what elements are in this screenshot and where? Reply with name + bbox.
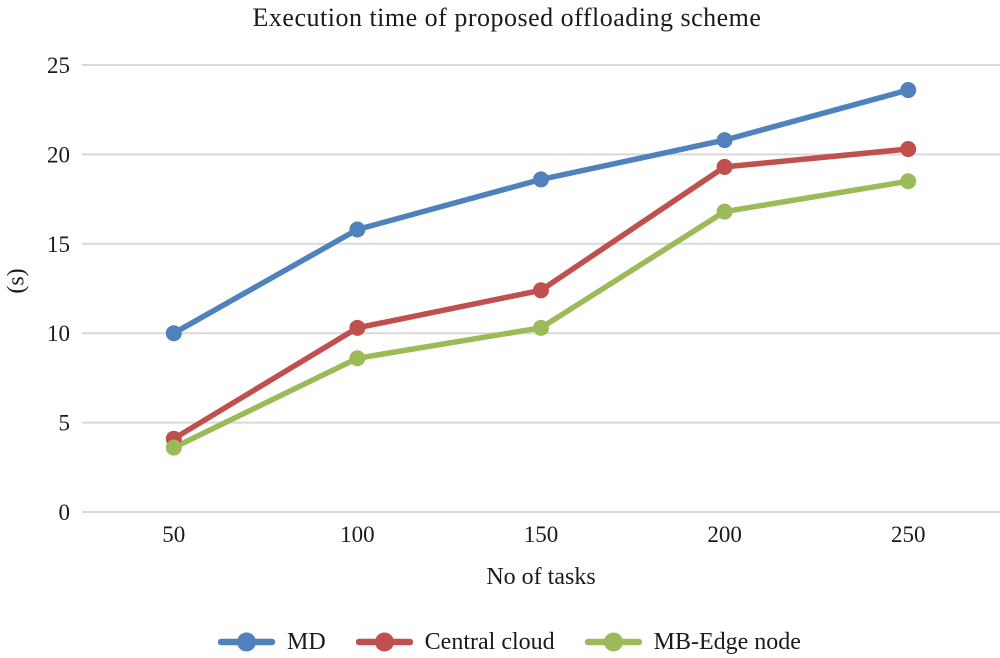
- y-tick-label: 5: [59, 411, 71, 436]
- x-tick-label: 50: [162, 522, 185, 547]
- data-point-md: [900, 82, 917, 99]
- x-axis-title: No of tasks: [486, 564, 596, 590]
- x-tick-label: 150: [524, 522, 559, 547]
- data-point-central-cloud: [900, 141, 917, 158]
- x-tick-label: 250: [891, 522, 926, 547]
- y-axis-title: (s): [3, 268, 30, 294]
- line-dot-marker-icon: [218, 632, 275, 652]
- legend-label: Central cloud: [424, 628, 555, 655]
- data-point-mb-edge-node: [900, 173, 917, 190]
- data-point-mb-edge-node: [533, 319, 549, 336]
- x-tick-label: 200: [707, 522, 742, 547]
- line-dot-marker-icon: [584, 632, 642, 652]
- legend-label: MB-Edge node: [653, 628, 801, 655]
- y-tick-label: 0: [59, 500, 71, 525]
- legend-label: MD: [287, 628, 326, 655]
- x-tick-label: 100: [340, 522, 375, 547]
- line-dot-marker-icon: [355, 632, 413, 652]
- legend-item-central-cloud: Central cloud: [355, 628, 555, 656]
- data-point-central-cloud: [533, 282, 549, 299]
- data-point-mb-edge-node: [349, 350, 366, 367]
- legend: MD Central cloud MB-Edge node: [218, 626, 801, 658]
- legend-dot: [237, 632, 256, 652]
- legend-dot: [374, 632, 394, 652]
- legend-item-mb-edge-node: MB-Edge node: [584, 628, 801, 656]
- data-point-md: [533, 171, 549, 188]
- legend-dot: [603, 632, 623, 652]
- y-tick-label: 20: [47, 142, 70, 167]
- y-tick-label: 10: [47, 321, 70, 346]
- y-tick-label: 25: [47, 53, 70, 78]
- y-tick-label: 15: [47, 232, 70, 257]
- series-line-mb-edge-node: [171, 178, 911, 451]
- data-point-md: [716, 132, 733, 149]
- data-point-central-cloud: [349, 319, 366, 336]
- data-point-mb-edge-node: [165, 439, 182, 456]
- data-point-mb-edge-node: [716, 203, 733, 220]
- legend-item-md: MD: [218, 629, 326, 656]
- data-point-md: [165, 325, 182, 342]
- data-point-md: [349, 221, 366, 238]
- data-point-central-cloud: [716, 158, 733, 175]
- chart-title: Execution time of proposed offloading sc…: [252, 3, 762, 32]
